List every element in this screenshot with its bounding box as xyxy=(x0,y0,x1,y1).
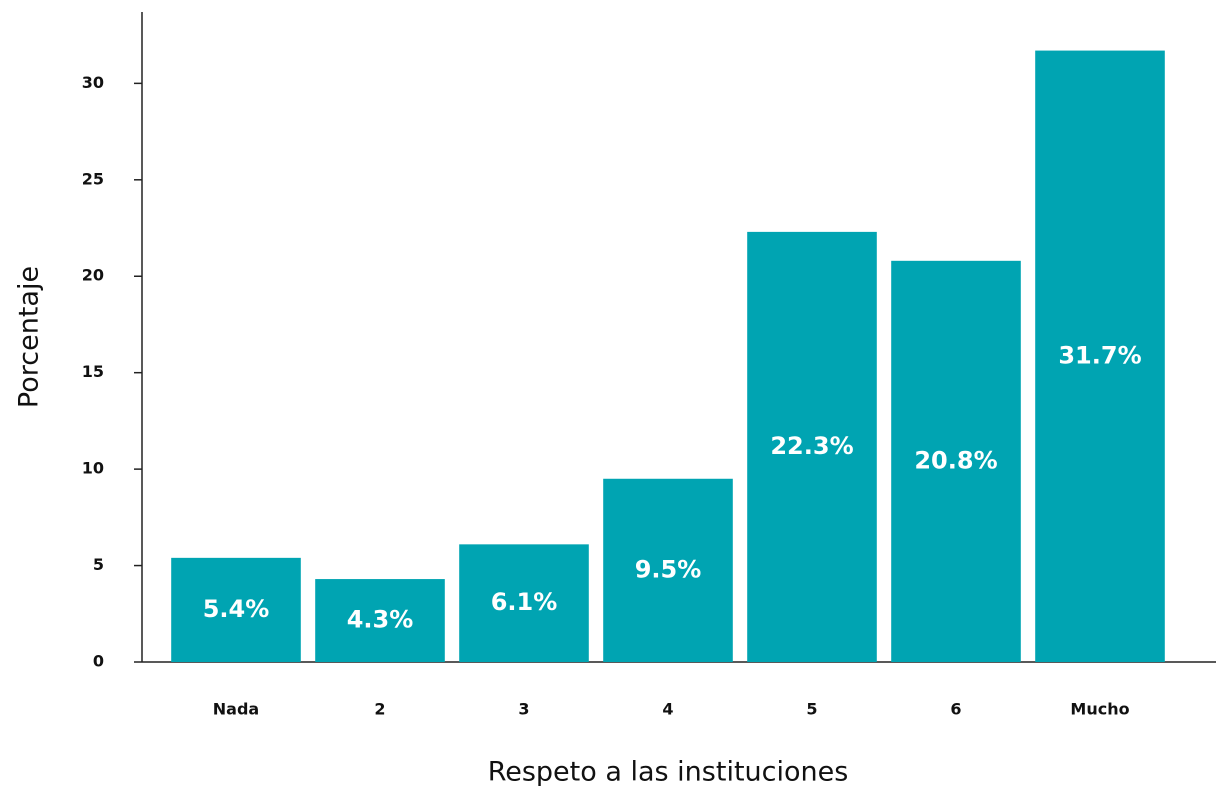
bar xyxy=(315,579,445,662)
y-tick-label: 25 xyxy=(82,169,104,188)
value-label: 31.7% xyxy=(1058,341,1141,369)
bar xyxy=(747,231,877,663)
x-axis-title: Respeto a las instituciones xyxy=(488,757,849,788)
x-tick-label: 4 xyxy=(662,700,673,719)
bar xyxy=(171,557,301,662)
y-axis-title: Porcentaje xyxy=(14,266,45,408)
x-tick-label: 3 xyxy=(518,700,529,719)
x-tick-label: 2 xyxy=(374,700,385,719)
bar xyxy=(603,478,733,662)
bar xyxy=(891,260,1021,662)
y-tick-label: 5 xyxy=(93,555,104,574)
value-label: 4.3% xyxy=(347,606,414,634)
value-label: 6.1% xyxy=(491,588,558,616)
y-tick-label: 30 xyxy=(82,73,104,92)
value-label: 20.8% xyxy=(914,446,997,474)
value-label: 22.3% xyxy=(770,432,853,460)
y-tick-label: 20 xyxy=(82,266,104,285)
x-tick-label: 5 xyxy=(806,700,817,719)
x-tick-label: Nada xyxy=(213,700,259,719)
bar xyxy=(459,544,589,662)
value-label: 5.4% xyxy=(203,595,270,623)
value-label: 9.5% xyxy=(635,555,702,583)
y-tick-label: 10 xyxy=(82,459,104,478)
bar xyxy=(1035,50,1165,662)
y-tick-label: 15 xyxy=(82,362,104,381)
x-tick-label: Mucho xyxy=(1070,700,1129,719)
y-tick-label: 0 xyxy=(93,652,104,671)
x-tick-label: 6 xyxy=(950,700,961,719)
